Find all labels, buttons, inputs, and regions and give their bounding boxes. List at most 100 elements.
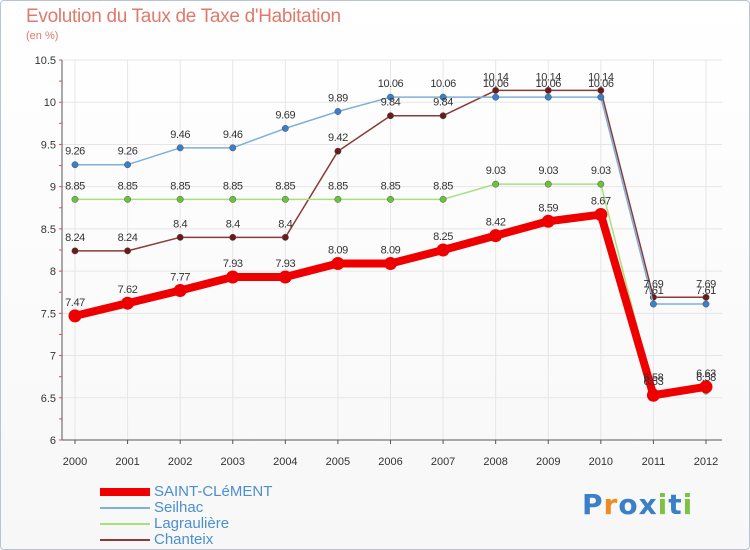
data-label: 8.09 <box>328 245 348 257</box>
logo-letter: r <box>603 488 619 521</box>
data-point <box>71 195 79 203</box>
data-point <box>281 124 289 132</box>
data-point <box>436 243 450 257</box>
data-label: 8.59 <box>538 202 558 214</box>
data-label: 8.67 <box>591 196 611 208</box>
data-label: 10.06 <box>483 78 509 90</box>
x-tick-label: 2009 <box>536 456 560 468</box>
data-label: 8.24 <box>65 232 85 244</box>
y-tick-label: 9 <box>50 182 56 194</box>
data-point <box>597 180 605 188</box>
y-tick-label: 7 <box>50 351 56 363</box>
x-tick-label: 2011 <box>642 456 666 468</box>
y-tick-label: 10 <box>44 97 56 109</box>
data-label: 7.93 <box>275 258 295 270</box>
data-label: 9.84 <box>433 97 453 109</box>
data-point <box>489 229 503 243</box>
data-label: 9.69 <box>275 109 295 121</box>
data-point <box>649 300 657 308</box>
data-label: 7.62 <box>118 284 138 296</box>
data-label: 9.46 <box>170 129 190 141</box>
data-point <box>121 296 135 310</box>
data-label: 10.06 <box>535 78 561 90</box>
data-point <box>173 284 187 298</box>
data-point <box>492 180 500 188</box>
x-tick-label: 2007 <box>431 456 455 468</box>
logo-letter: x <box>638 488 658 521</box>
data-label: 7.61 <box>696 285 716 297</box>
data-point <box>387 93 394 101</box>
data-label: 8.4 <box>173 218 187 230</box>
data-label: 7.47 <box>65 297 85 309</box>
data-label: 10.14 <box>483 71 509 83</box>
data-point <box>68 309 82 323</box>
x-tick-label: 2003 <box>221 456 245 468</box>
data-label: 9.03 <box>591 165 611 177</box>
data-point <box>439 112 447 120</box>
data-point <box>331 257 345 271</box>
data-point <box>544 86 552 94</box>
x-tick-label: 2008 <box>483 456 507 468</box>
data-label: 7.61 <box>644 285 664 297</box>
chart-title: Evolution du Taux de Taxe d'Habitation <box>26 6 341 27</box>
data-point <box>492 93 500 101</box>
data-label: 10.06 <box>378 78 404 90</box>
x-tick-label: 2001 <box>115 456 139 468</box>
data-label: 8.4 <box>226 218 240 230</box>
data-label: 7.69 <box>696 278 716 290</box>
data-label: 9.03 <box>538 165 558 177</box>
data-label: 6.63 <box>696 368 716 380</box>
x-tick-label: 2006 <box>378 456 402 468</box>
logo-letter: i <box>657 488 669 521</box>
x-tick-label: 2012 <box>694 456 718 468</box>
data-label: 8.4 <box>278 218 292 230</box>
y-tick-label: 7.5 <box>41 308 56 320</box>
data-point <box>281 195 289 203</box>
data-label: 8.25 <box>433 231 453 243</box>
y-tick-label: 6 <box>50 435 56 447</box>
data-point <box>278 270 292 284</box>
data-point <box>492 86 500 94</box>
data-point <box>176 195 184 203</box>
data-label: 9.26 <box>65 146 85 158</box>
x-tick-label: 2010 <box>589 456 613 468</box>
data-point <box>71 247 79 255</box>
data-label: 6.58 <box>696 372 716 384</box>
data-point <box>229 233 237 241</box>
data-label: 10.14 <box>535 71 561 83</box>
y-tick-label: 10.5 <box>35 55 56 67</box>
x-tick-label: 2005 <box>326 456 350 468</box>
data-label: 8.09 <box>381 245 401 257</box>
data-point <box>597 93 605 101</box>
data-label: 6.58 <box>644 372 664 384</box>
legend-swatch <box>100 523 150 525</box>
data-point <box>124 247 132 255</box>
data-point <box>71 161 79 169</box>
data-point <box>226 270 240 284</box>
data-point <box>334 108 342 115</box>
data-label: 8.85 <box>433 180 453 192</box>
data-label: 9.89 <box>328 93 348 105</box>
data-label: 8.85 <box>118 180 138 192</box>
data-point <box>334 147 342 155</box>
legend-label: Lagraulière <box>154 515 230 532</box>
data-label: 7.77 <box>170 272 190 284</box>
legend-swatch <box>100 507 150 509</box>
data-label: 10.06 <box>430 78 456 90</box>
data-point <box>176 144 184 152</box>
data-point <box>699 380 713 394</box>
data-label: 8.85 <box>275 180 295 192</box>
x-tick-label: 2002 <box>168 456 192 468</box>
data-label: 10.06 <box>588 78 614 90</box>
y-tick-label: 8.5 <box>41 224 56 236</box>
data-point <box>541 214 555 228</box>
legend-label: Chanteix <box>154 531 214 548</box>
data-point <box>176 233 184 241</box>
data-label: 8.85 <box>381 180 401 192</box>
legend-label: SAINT-CLéMENT <box>154 483 273 500</box>
data-label: 9.46 <box>223 129 243 141</box>
data-label: 8.85 <box>170 180 190 192</box>
logo-letter: o <box>618 488 639 521</box>
